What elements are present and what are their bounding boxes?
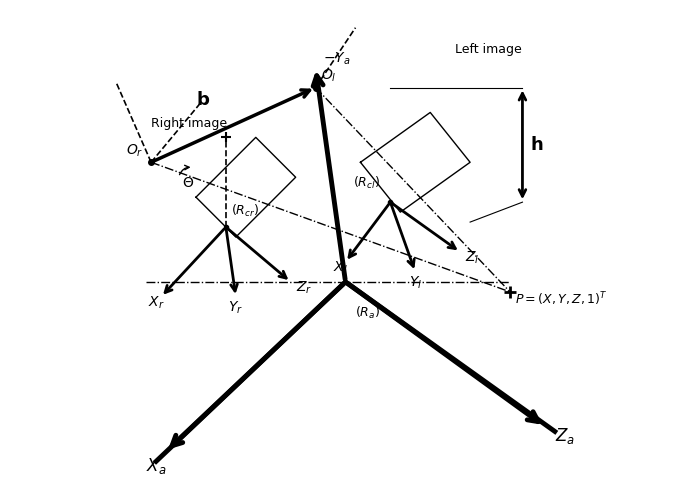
Text: $O_l$: $O_l$ — [321, 68, 336, 85]
Text: Left image: Left image — [455, 43, 522, 55]
FancyArrowPatch shape — [226, 230, 238, 291]
FancyArrowPatch shape — [153, 90, 310, 161]
Text: $-Y_a$: $-Y_a$ — [323, 50, 350, 67]
Text: Right image: Right image — [151, 117, 227, 131]
FancyArrowPatch shape — [228, 229, 286, 278]
FancyArrowPatch shape — [348, 284, 538, 422]
Text: $\Theta$: $\Theta$ — [182, 176, 195, 190]
Text: $P=(X,Y,Z,1)^T$: $P=(X,Y,Z,1)^T$ — [515, 290, 607, 308]
Text: $(R_{cr})$: $(R_{cr})$ — [231, 203, 259, 219]
FancyArrowPatch shape — [392, 204, 455, 248]
Text: $(R_a)$: $(R_a)$ — [355, 305, 381, 321]
Text: $X_l$: $X_l$ — [333, 260, 348, 276]
FancyArrowPatch shape — [172, 284, 343, 446]
FancyArrowPatch shape — [349, 205, 389, 257]
Text: $O_r$: $O_r$ — [126, 143, 144, 159]
Text: $X_r$: $X_r$ — [148, 295, 164, 311]
Text: $Y_r$: $Y_r$ — [228, 300, 243, 316]
FancyArrowPatch shape — [313, 76, 345, 279]
FancyArrowPatch shape — [391, 205, 414, 267]
Text: $(R_{cl})$: $(R_{cl})$ — [353, 175, 380, 192]
Text: $\mathbf{b}$: $\mathbf{b}$ — [196, 91, 211, 109]
Text: $Z_a$: $Z_a$ — [555, 426, 575, 447]
FancyArrowPatch shape — [165, 229, 224, 292]
Text: $\mathbf{h}$: $\mathbf{h}$ — [530, 136, 543, 154]
FancyArrowPatch shape — [180, 165, 189, 175]
Text: $X_a$: $X_a$ — [146, 456, 167, 476]
Text: $Z_r$: $Z_r$ — [296, 280, 312, 296]
Text: $Y_l$: $Y_l$ — [408, 275, 422, 291]
Text: $Z_l$: $Z_l$ — [465, 250, 480, 267]
